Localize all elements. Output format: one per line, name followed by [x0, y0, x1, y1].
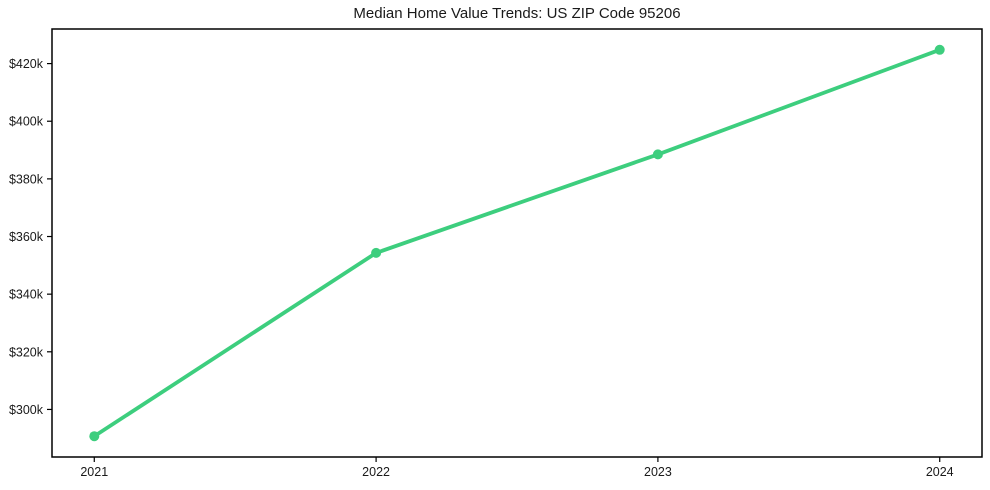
- data-point-marker: [652, 149, 663, 160]
- y-axis-tick-label: $360k: [9, 230, 44, 244]
- y-axis-tick-label: $300k: [9, 403, 44, 417]
- x-axis-tick-label: 2021: [80, 465, 108, 479]
- data-point-marker: [371, 247, 382, 258]
- x-axis-tick-label: 2022: [362, 465, 390, 479]
- data-point-marker: [934, 44, 945, 55]
- trend-line: [92, 47, 942, 439]
- x-axis-tick-label: 2023: [644, 465, 672, 479]
- x-axis-tick-label: 2024: [926, 465, 954, 479]
- data-point-marker: [89, 431, 100, 442]
- y-axis-tick-label: $400k: [9, 115, 44, 129]
- plot-frame: [51, 28, 983, 458]
- y-axis-tick-label: $420k: [9, 57, 44, 71]
- y-axis-tick-label: $380k: [9, 172, 44, 186]
- chart-title: Median Home Value Trends: US ZIP Code 95…: [353, 5, 681, 22]
- y-axis-tick-label: $340k: [9, 288, 44, 302]
- y-axis-tick-label: $320k: [9, 345, 44, 359]
